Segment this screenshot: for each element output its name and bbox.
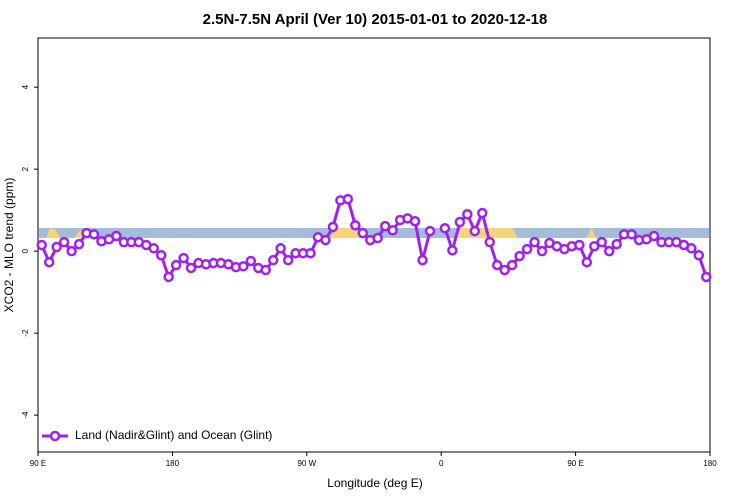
data-point [327,221,339,233]
data-point [514,250,525,262]
map-strip [39,228,709,238]
data-point [574,239,585,251]
x-tick-label: 180 [703,459,717,468]
data-point [447,245,458,256]
data-point [439,222,451,234]
data-point [521,243,533,255]
data-point [282,254,294,266]
data-point [536,245,548,257]
data-point [462,209,473,220]
x-tick-label: 90 E [30,459,46,468]
data-point [155,249,167,261]
data-point [163,271,174,283]
x-tick-label: 90 W [297,459,316,468]
data-point [506,259,518,271]
data-point [686,243,697,254]
data-point [111,230,122,242]
data-point [409,215,421,227]
data-point [491,259,503,271]
data-point [245,255,257,267]
data-point [43,256,55,268]
data-point [626,229,637,240]
data-point [185,262,197,274]
data-point [484,236,495,248]
data-point [387,224,398,236]
data-point [357,227,369,239]
y-tick-label: -4 [21,411,30,419]
y-tick-label: 2 [21,166,30,171]
data-point [477,207,488,219]
data-point [693,249,705,261]
y-axis-label: XCO2 - MLO trend (ppm) [2,178,16,313]
data-point [596,236,607,248]
x-tick-label: 90 E [567,459,583,468]
data-point [350,220,361,231]
x-tick-label: 0 [439,459,444,468]
data-point [342,193,354,205]
y-tick-label: 4 [21,84,30,89]
y-tick-label: 0 [21,248,30,253]
data-point [424,225,436,237]
data-point [469,225,481,237]
data-point [454,216,466,228]
ocean-band [39,228,709,238]
data-point [701,271,712,283]
data-point [260,264,271,276]
data-point [372,232,383,244]
data-point [589,240,600,252]
data-point [148,243,159,254]
chart-title: 2.5N-7.5N April (Ver 10) 2015-01-01 to 2… [203,11,548,28]
data-point [36,239,47,251]
data-point [611,238,622,250]
x-axis-label: Longitude (deg E) [327,476,422,490]
data-point [275,243,286,254]
data-point [581,256,593,268]
data-point [73,238,85,250]
data-point [379,220,391,232]
data-point [499,264,510,276]
data-point [66,245,77,257]
data-point [305,247,316,259]
land-shape [46,228,596,238]
y-tick-label: -2 [21,329,30,337]
data-point [320,234,331,246]
data-point [648,230,660,242]
x-tick-label: 180 [166,459,180,468]
data-point [178,252,189,264]
data-point [51,241,62,253]
data-point [170,259,182,271]
legend-label: Land (Nadir&Glint) and Ocean (Glint) [75,428,272,442]
data-point [529,236,540,248]
data-point [603,245,615,257]
legend-marker [49,430,61,442]
data-point [58,236,70,248]
data-point [267,254,279,266]
data-point [88,229,100,240]
data-point [238,261,249,272]
data-point [417,254,428,266]
